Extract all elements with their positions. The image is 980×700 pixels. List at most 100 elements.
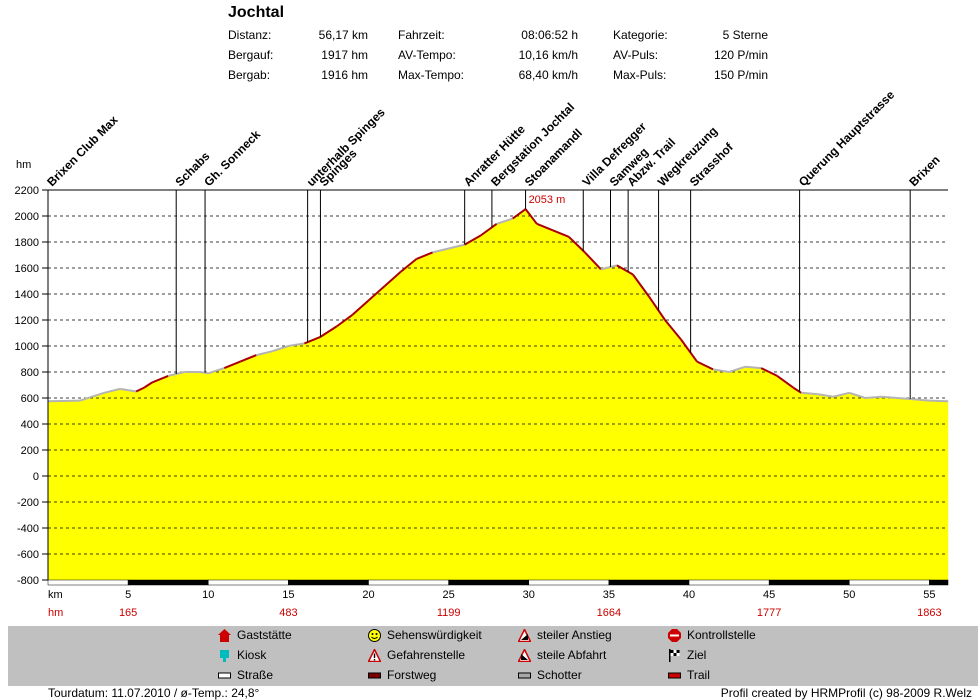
legend-label: Gefahrenstelle [387, 648, 466, 662]
legend-item: Gefahrenstelle [367, 647, 466, 662]
legend-label: Forstweg [387, 668, 437, 682]
stats-table: Distanz: 56,17 km Fahrzeit: 08:06:52 h K… [228, 28, 788, 88]
x-tick-label: 55 [923, 589, 935, 601]
km-scale-segment [448, 579, 530, 586]
y-tick-label: 200 [21, 445, 39, 457]
legend-label: Trail [687, 668, 710, 682]
legend-item: Kontrollstelle [668, 628, 756, 642]
profile-segment [584, 251, 602, 270]
profile-segment [536, 222, 554, 232]
stat-label: AV-Puls: [613, 48, 659, 62]
y-tick-label: 1200 [15, 315, 39, 327]
stat-label: AV-Tempo: [398, 48, 456, 62]
y-axis-label: hm [16, 159, 31, 171]
profile-segment [272, 345, 289, 353]
y-tick-label: 1800 [15, 237, 39, 249]
km-scale-segment [208, 579, 289, 586]
stat-label: Bergab: [228, 68, 271, 82]
stat-label: Bergauf: [228, 48, 274, 62]
legend: Gaststätte Sehenswürdigkeit steiler Anst… [8, 626, 978, 686]
profile-segment [776, 375, 794, 389]
stat-value: 1917 hm [321, 48, 368, 62]
y-tick-label: -600 [17, 549, 39, 561]
y-tick-label: -400 [17, 523, 39, 535]
stat-value: 10,16 km/h [518, 48, 578, 62]
km-scale-segment [368, 579, 449, 586]
hm-cumulative-value: 1863 [917, 607, 941, 619]
profile-segment [600, 264, 618, 271]
x-tick-label: 5 [125, 589, 131, 601]
house-icon [218, 628, 231, 642]
waypoint-label: Brixen Club Max [44, 113, 121, 190]
hm-cumulative-value: 1664 [597, 607, 621, 619]
profile-segment [648, 296, 666, 321]
profile-segment [524, 208, 538, 225]
waypoint-label: Brixen [906, 153, 942, 189]
profile-segment [103, 387, 121, 394]
stat-value: 08:06:52 h [521, 28, 578, 42]
y-tick-label: 1000 [15, 341, 39, 353]
legend-item: Sehenswürdigkeit [368, 628, 482, 642]
profile-segment [865, 395, 882, 399]
profile-segment [351, 299, 370, 316]
y-tick-label: 2000 [15, 211, 39, 223]
stats-row: Bergauf: 1917 hm AV-Tempo: 10,16 km/h AV… [228, 48, 788, 68]
x-axis-label: km [48, 589, 63, 601]
waypoint-label: Querung Hauptstrasse [796, 88, 898, 190]
profile-segment [680, 338, 698, 363]
legend-item: Ziel [668, 648, 706, 662]
x-tick-label: 10 [202, 589, 214, 601]
profile-segment [881, 395, 898, 399]
waypoint-label: unterhalb Spinges [304, 105, 388, 189]
profile-segment [833, 391, 850, 398]
chart-title: Jochtal [228, 4, 285, 21]
x-tick-label: 25 [443, 589, 455, 601]
x-tick-label: 50 [843, 589, 855, 601]
trail-icon [668, 669, 681, 682]
forest-road-icon [368, 669, 381, 682]
x-tick-label: 35 [603, 589, 615, 601]
profile-segment [616, 264, 634, 276]
stat-label: Kategorie: [613, 28, 668, 42]
x-tick-label: 20 [362, 589, 374, 601]
road-icon [218, 669, 231, 682]
profile-segment [367, 285, 386, 302]
profile-segment [760, 367, 778, 377]
legend-item: steiler Anstieg [517, 627, 612, 642]
profile-segment [632, 273, 650, 298]
profile-segment [239, 354, 257, 363]
km-scale-segment [768, 579, 850, 586]
max-elevation-label: 2053 m [529, 194, 566, 206]
hm-cumulative-value: 483 [279, 607, 297, 619]
profile-segment [223, 360, 241, 370]
profile-segment [119, 387, 137, 393]
profile-segment [712, 368, 730, 373]
legend-label: steiler Anstieg [537, 628, 612, 642]
gravel-icon [518, 669, 531, 682]
profile-segment [664, 319, 682, 341]
legend-item: steile Abfahrt [517, 647, 606, 662]
profile-segment [745, 365, 762, 370]
stats-row: Bergab: 1916 hm Max-Tempo: 68,40 km/h Ma… [228, 68, 788, 88]
y-tick-label: 1600 [15, 263, 39, 275]
profile-segment [200, 371, 209, 375]
profile-segment [728, 365, 746, 373]
km-scale-segment [47, 579, 129, 586]
stat-label: Fahrzeit: [398, 28, 445, 42]
elevation-area [48, 209, 949, 580]
stat-value: 5 Sterne [722, 28, 768, 42]
steep-down-icon [517, 647, 532, 662]
y-tick-label: 0 [33, 471, 39, 483]
profile-segment [568, 236, 586, 254]
km-scale-segment [528, 579, 610, 586]
x-tick-label: 40 [683, 589, 695, 601]
flag-icon [668, 648, 681, 662]
legend-label: Schotter [537, 668, 582, 682]
steep-up-icon [517, 627, 532, 642]
profile-segment [480, 222, 498, 237]
profile-segment [792, 386, 802, 394]
kiosk-icon [218, 649, 231, 662]
profile-segment [288, 342, 305, 347]
legend-item: Schotter [518, 668, 582, 682]
stat-value: 120 P/min [713, 48, 768, 62]
